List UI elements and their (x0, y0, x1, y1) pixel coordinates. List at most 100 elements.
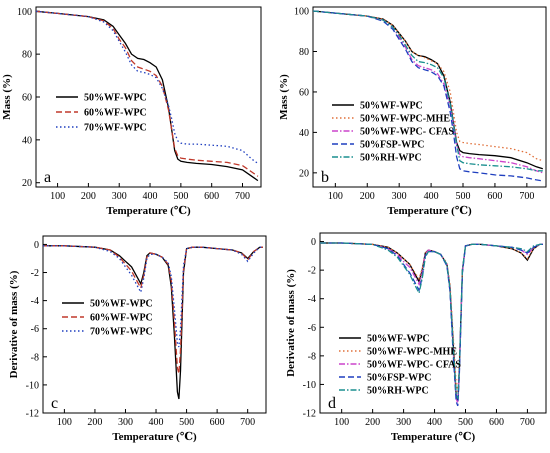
y-tick-label: -8 (308, 351, 316, 362)
panel-b: 100 200 300 400 500 600 700 20 40 60 80 100 Temperat… (278, 6, 547, 217)
x-tick-label: 300 (112, 191, 127, 202)
x-tick-label: 400 (427, 417, 442, 428)
legend-label: 70%WF-WPC (84, 123, 147, 134)
y-tick-label: 80 (299, 47, 309, 58)
x-tick-label: 500 (173, 191, 188, 202)
y-tick-label: -2 (308, 266, 316, 277)
panel-label: b (321, 169, 329, 186)
x-tick-label: 700 (240, 417, 255, 428)
x-axis-label: Temperature (℃) (112, 431, 197, 443)
y-axis-label: Mass (%) (1, 74, 13, 120)
y-tick-label: -6 (31, 324, 39, 335)
series-line-2 (43, 245, 263, 374)
x-tick-label: 300 (392, 191, 407, 202)
legend-label: 50%RH-WPC (360, 153, 422, 164)
y-axis-label: Derivative of mass (%) (8, 270, 20, 378)
series-line-5 (313, 10, 543, 172)
panel-c: 100 200 300 400 500 600 700 0 -2 -4 -6 -8 -10 -12 Temp… (8, 235, 267, 443)
x-tick-label: 500 (179, 417, 194, 428)
legend-label: 70%WF-WPC (90, 327, 153, 338)
x-axis-label: Temperature (℃) (106, 205, 191, 217)
x-tick-label: 600 (204, 191, 219, 202)
x-tick-label: 400 (424, 191, 439, 202)
y-tick-label: 100 (294, 7, 309, 18)
series-line-4 (320, 242, 543, 407)
series-line-2 (36, 10, 259, 177)
x-tick-label: 400 (143, 191, 158, 202)
y-tick-label: -12 (26, 409, 39, 420)
y-tick-label: 0 (311, 237, 316, 248)
series-line-3 (36, 10, 259, 164)
y-tick-label: 40 (299, 128, 309, 139)
x-tick-label: 600 (487, 191, 502, 202)
series-line-3 (313, 10, 543, 174)
series-line-1 (43, 245, 263, 400)
x-axis-label: Temperature (℃) (391, 431, 476, 443)
series-line-3 (43, 245, 263, 348)
panel-label: c (51, 395, 58, 412)
x-tick-label: 700 (235, 191, 250, 202)
plot-frame (312, 6, 547, 188)
y-tick-label: -4 (31, 296, 39, 307)
x-tick-label: 700 (519, 191, 534, 202)
y-tick-label: 0 (34, 240, 39, 251)
series-line-4 (313, 10, 543, 182)
panel-d: 100 200 300 400 500 600 700 0 -2 -4 -6 -8 -10 -12 Temp… (285, 232, 547, 443)
legend-label: 50%FSP-WPC (360, 140, 424, 151)
legend-label: 50%WF-WPC-MHE (367, 347, 457, 358)
x-tick-label: 100 (334, 417, 349, 428)
y-tick-label: -10 (26, 380, 39, 391)
y-tick-label: 80 (22, 50, 32, 61)
x-tick-label: 700 (520, 417, 535, 428)
legend-label: 50%FSP-WPC (367, 373, 431, 384)
x-tick-label: 500 (458, 417, 473, 428)
legend-label: 60%WF-WPC (90, 313, 153, 324)
panel-a: 100 200 300 400 500 600 700 20 40 60 80 100 Temperat… (1, 6, 262, 217)
x-tick-label: 300 (118, 417, 133, 428)
y-axis-label: Derivative of mass (%) (285, 269, 297, 377)
legend-label: 50%WF-WPC- CFAS (367, 360, 461, 371)
legend-label: 50%WF-WPC (84, 93, 147, 104)
x-tick-label: 600 (489, 417, 504, 428)
x-tick-label: 100 (328, 191, 343, 202)
series-line-1 (313, 10, 543, 170)
panel-label: d (328, 395, 336, 412)
legend-label: 50%WF-WPC (90, 299, 153, 310)
y-tick-label: 100 (17, 7, 32, 18)
x-tick-label: 200 (87, 417, 102, 428)
y-tick-label: 20 (299, 168, 309, 179)
y-tick-label: -12 (303, 409, 316, 420)
series-line-2 (313, 10, 543, 162)
x-tick-label: 200 (365, 417, 380, 428)
x-tick-label: 100 (57, 417, 72, 428)
plot-frame (319, 232, 547, 414)
x-tick-label: 400 (149, 417, 164, 428)
y-axis-label: Mass (%) (278, 74, 290, 120)
legend-label: 60%WF-WPC (84, 108, 147, 119)
x-tick-label: 200 (81, 191, 96, 202)
plot-frame (42, 235, 267, 414)
y-tick-label: 40 (22, 135, 32, 146)
x-tick-label: 100 (50, 191, 65, 202)
x-tick-label: 500 (456, 191, 471, 202)
legend-label: 50%RH-WPC (367, 386, 429, 397)
y-tick-label: -2 (31, 268, 39, 279)
legend-label: 50%WF-WPC-MHE (360, 114, 450, 125)
panel-label: a (44, 169, 51, 186)
y-tick-label: 60 (22, 93, 32, 104)
legend-label: 50%WF-WPC (360, 101, 423, 112)
y-tick-label: -8 (31, 352, 39, 363)
y-tick-label: 60 (299, 87, 309, 98)
x-axis-label: Temperature (℃) (387, 205, 472, 217)
x-tick-label: 300 (396, 417, 411, 428)
y-tick-label: 20 (22, 178, 32, 189)
legend-label: 50%WF-WPC- CFAS (360, 127, 454, 138)
y-tick-label: -6 (308, 323, 316, 334)
y-tick-label: -10 (303, 380, 316, 391)
series-line-1 (36, 10, 259, 182)
x-tick-label: 200 (360, 191, 375, 202)
x-tick-label: 600 (210, 417, 225, 428)
legend-label: 50%WF-WPC (367, 334, 430, 345)
y-tick-label: -4 (308, 294, 316, 305)
